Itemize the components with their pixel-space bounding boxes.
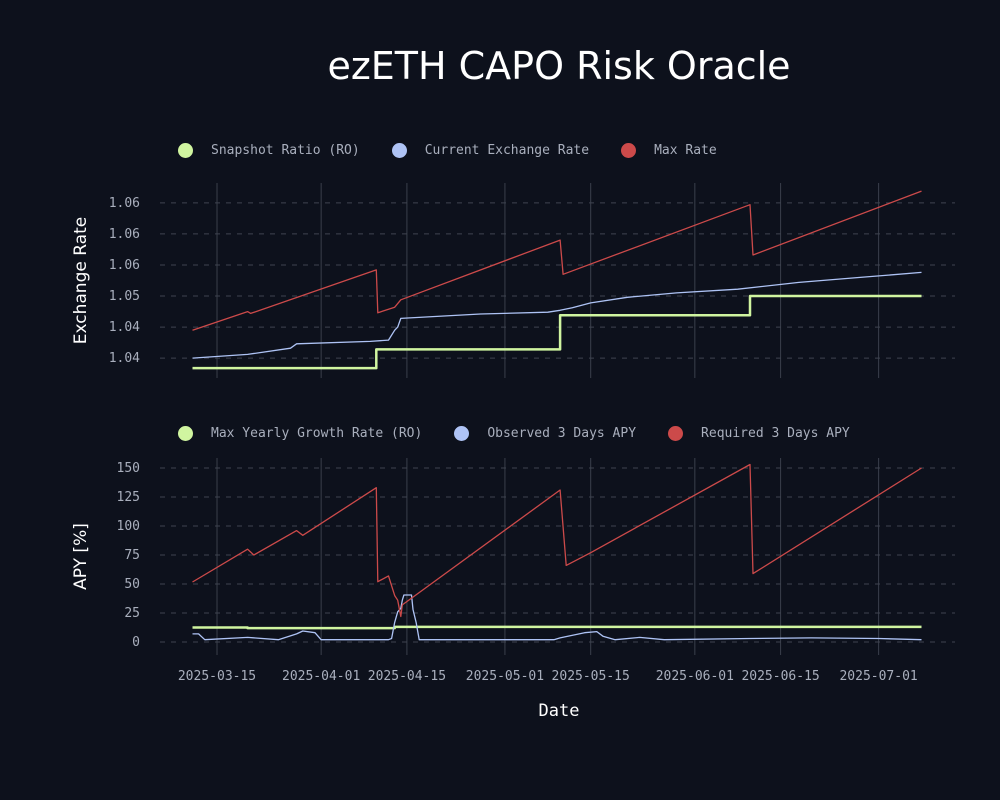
legend-item: Max Rate [621,143,717,158]
legend-item: Observed 3 Days APY [454,426,636,441]
y-tick-label: 1.04 [109,351,140,366]
legend-marker-icon [454,426,470,441]
legend-marker-icon [668,426,684,441]
legend-label: Snapshot Ratio (RO) [211,143,360,158]
x-tick-label: 2025-05-01 [466,669,544,684]
legend-label: Max Yearly Growth Rate (RO) [211,426,423,441]
y-tick-label: 1.06 [109,227,140,242]
legend-marker-icon [621,143,637,158]
chart-title: ezETH CAPO Risk Oracle [327,44,791,88]
x-tick-label: 2025-05-15 [552,669,630,684]
series-line-max-rate [192,190,922,331]
legend-bottom: Max Yearly Growth Rate (RO) Observed 3 D… [178,426,882,441]
legend-item: Snapshot Ratio (RO) [178,143,360,158]
legend-label: Current Exchange Rate [424,143,590,158]
y-tick-label: 50 [124,577,140,592]
y-axis-label: APY [%] [71,523,91,590]
plot-panel-0: 1.04 1.04 1.05 1.06 1.06 1.06 Exchange Rate [71,183,955,378]
series-line-observed-3-days-apy [192,594,922,641]
legend-item: Current Exchange Rate [391,143,590,158]
x-tick-label: 2025-04-15 [368,669,446,684]
y-tick-label: 125 [117,490,140,505]
y-tick-label: 1.05 [109,289,140,304]
y-tick-label: 150 [117,461,140,476]
series-line-required-3-days-apy [192,463,922,618]
legend-item: Required 3 Days APY [668,426,850,441]
y-tick-label: 1.04 [109,320,140,335]
y-tick-label: 100 [117,519,140,534]
legend-marker-icon [391,143,407,158]
x-tick-label: 2025-04-01 [282,669,360,684]
x-tick-label: 2025-03-15 [178,669,256,684]
y-tick-label: 75 [124,548,140,563]
x-tick-label: 2025-07-01 [839,669,917,684]
legend-label: Max Rate [654,143,717,158]
legend-item: Max Yearly Growth Rate (RO) [178,426,422,441]
y-axis-label: Exchange Rate [71,217,91,344]
legend-label: Required 3 Days APY [701,426,850,441]
y-tick-label: 1.06 [109,196,140,211]
y-tick-label: 1.06 [109,258,140,273]
x-axis-label: Date [539,701,580,721]
x-tick-label: 2025-06-15 [741,669,819,684]
legend-label: Observed 3 Days APY [487,426,637,441]
series-line-current-exchange-rate [192,271,922,359]
legend-marker-icon [178,426,193,441]
legend-top: Snapshot Ratio (RO) Current Exchange Rat… [178,143,749,158]
series-line-snapshot-ratio-ro [192,294,922,370]
legend-marker-icon [178,143,193,158]
x-tick-label: 2025-06-01 [656,669,734,684]
y-tick-label: 25 [124,606,140,621]
y-tick-label: 0 [132,635,140,650]
plot-panel-1: 0 25 50 75 100 125 150 APY [%] 2025-03-15 2025-04… [71,458,955,721]
series-line-max-yearly-growth-rate-ro [192,625,922,630]
